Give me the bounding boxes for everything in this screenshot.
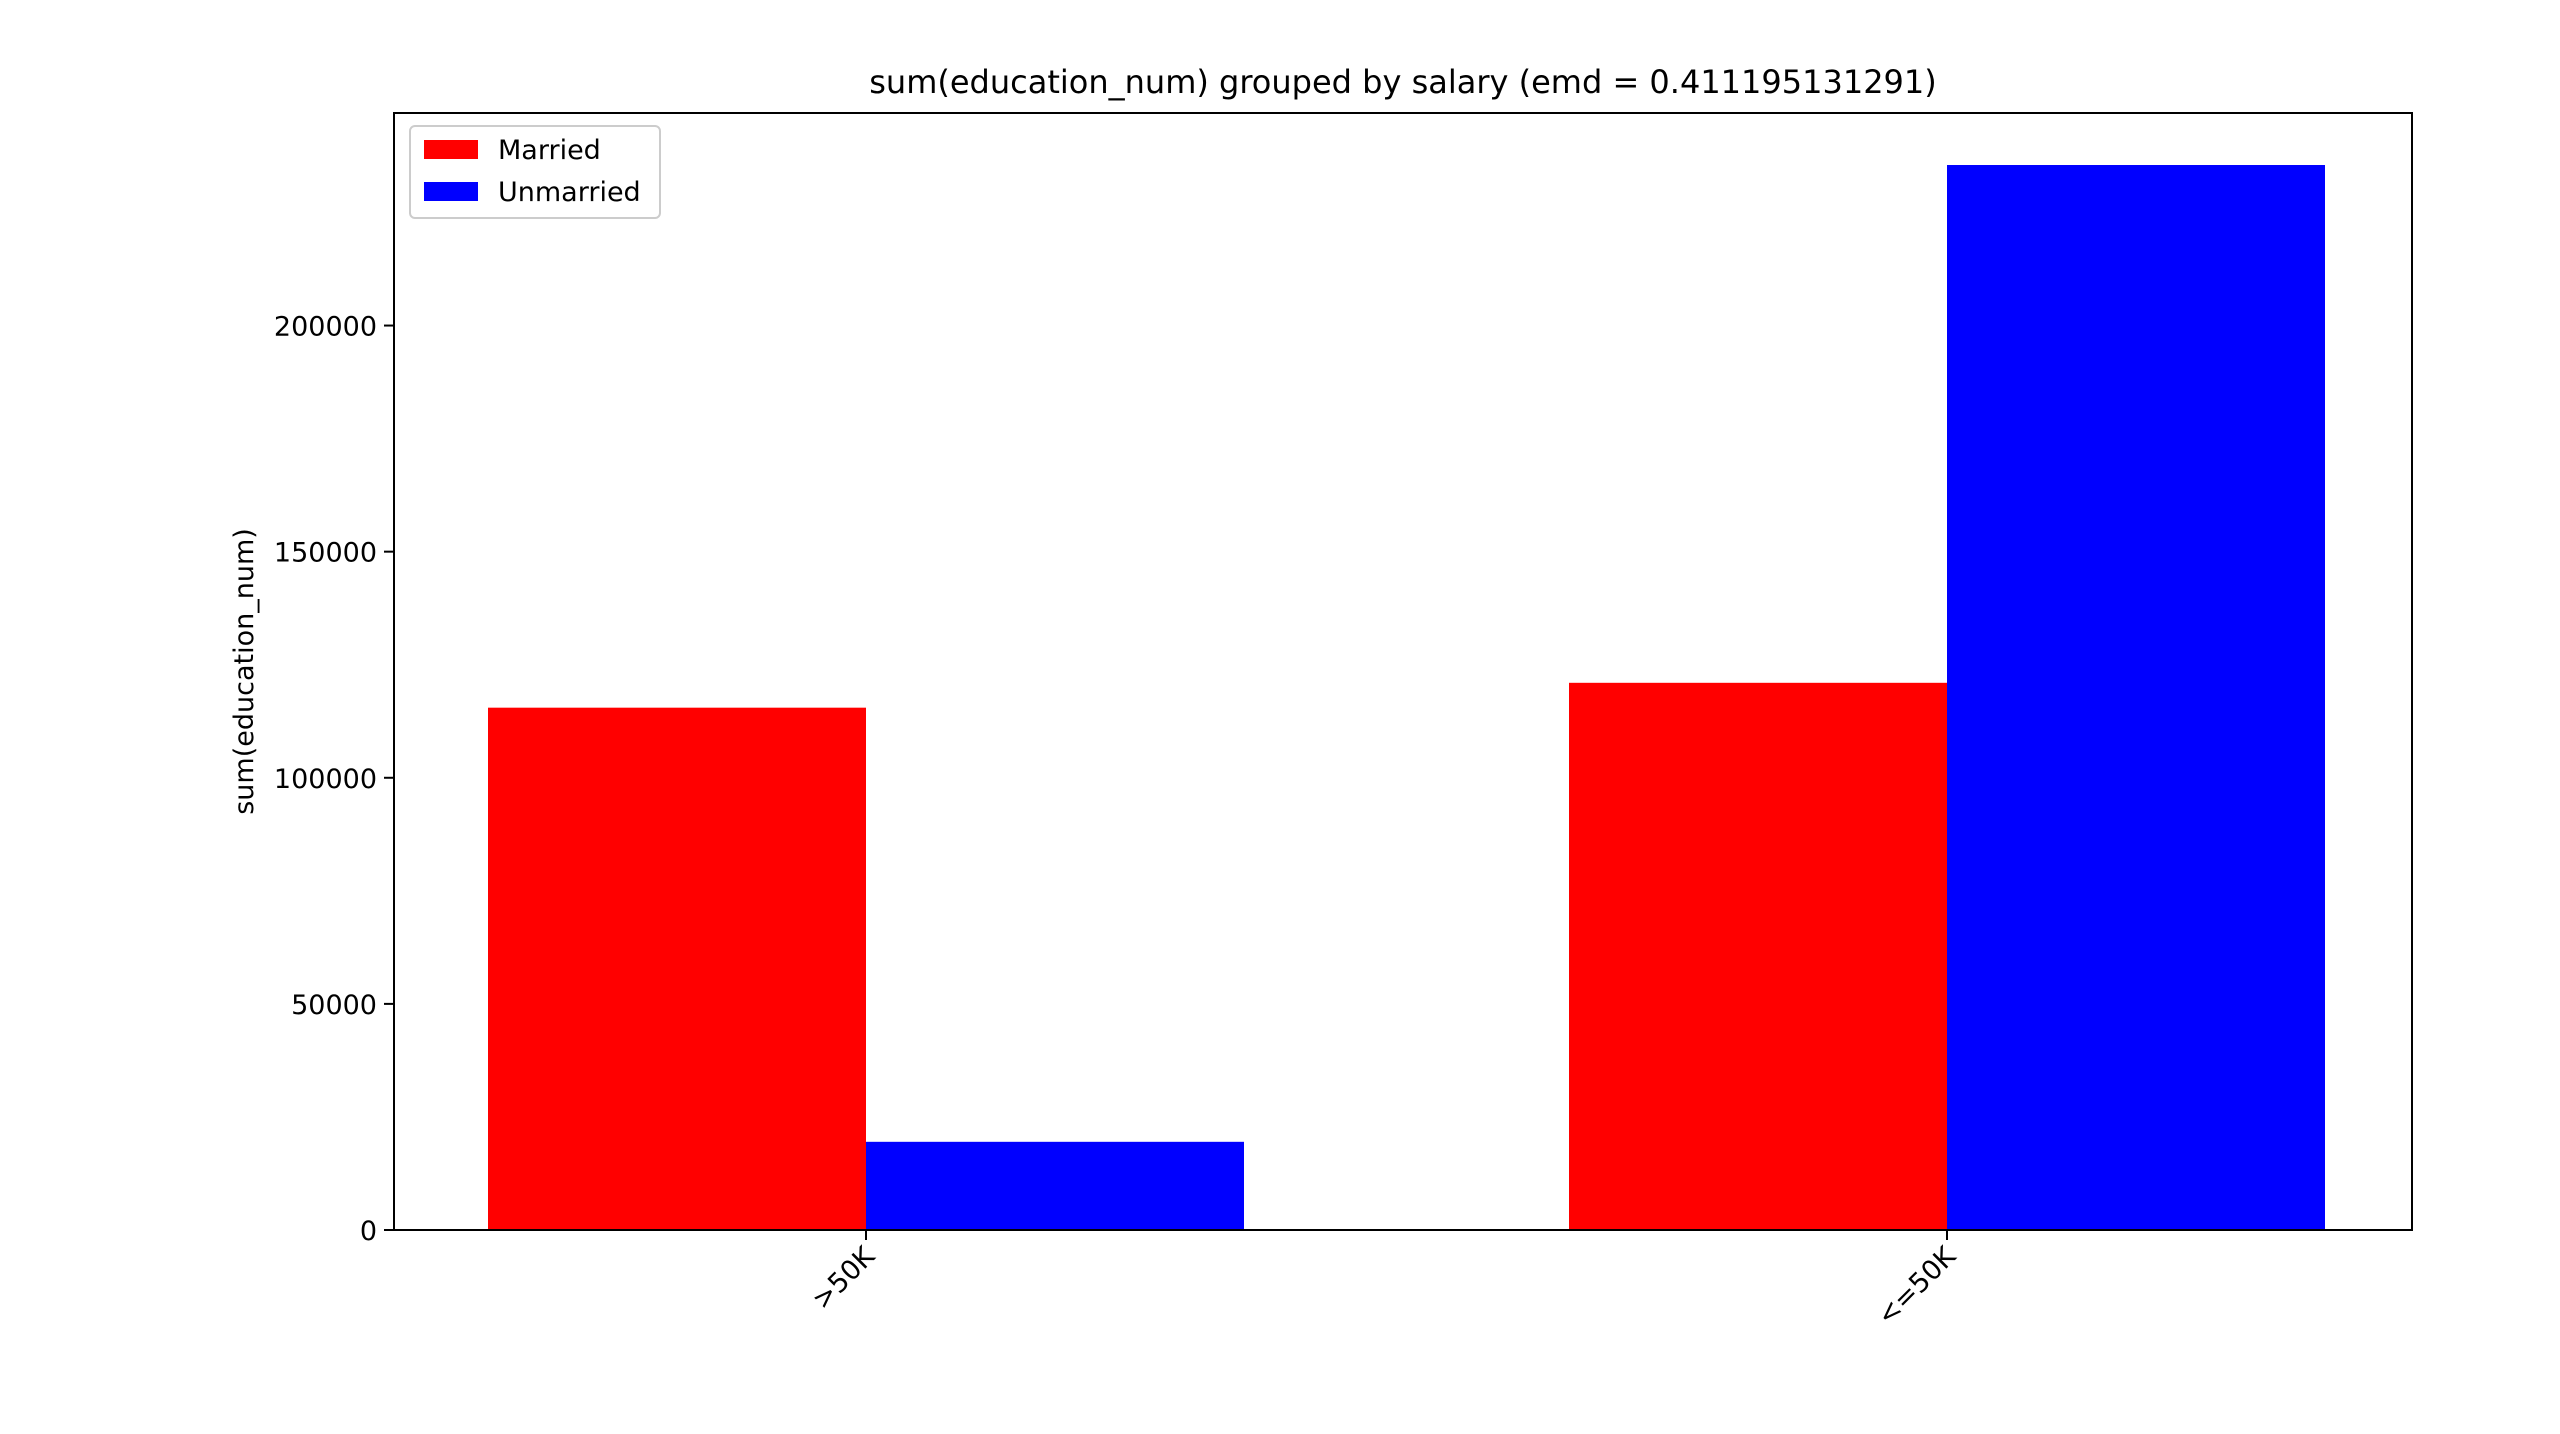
bar-unmarried-1 [1947,165,2325,1230]
legend-swatch-married [424,140,478,159]
bars-layer [488,165,2325,1230]
legend-label-married: Married [498,135,601,166]
legend-swatch-unmarried [424,182,478,201]
plot-frame [393,112,2413,1231]
bar-married-1 [1569,682,1947,1230]
x-tick-label: >50K [806,1240,882,1316]
y-axis-label: sum(education_num) [229,528,260,815]
chart-title: sum(education_num) grouped by salary (em… [869,63,1937,101]
x-tick-label: <=50K [1871,1240,1963,1332]
y-axis: 0 50000 100000 150000 200000 [274,312,394,1247]
y-tick-label: 50000 [291,990,377,1021]
legend: Married Unmarried [409,125,661,219]
bar-married-0 [488,707,866,1230]
y-tick-label: 0 [360,1216,377,1247]
y-tick-label: 100000 [274,764,377,795]
y-tick-label: 150000 [274,538,377,569]
legend-label-unmarried: Unmarried [498,177,641,208]
y-tick-label: 200000 [274,312,377,343]
bar-unmarried-0 [866,1141,1244,1230]
x-axis: >50K <=50K [806,1230,1963,1332]
